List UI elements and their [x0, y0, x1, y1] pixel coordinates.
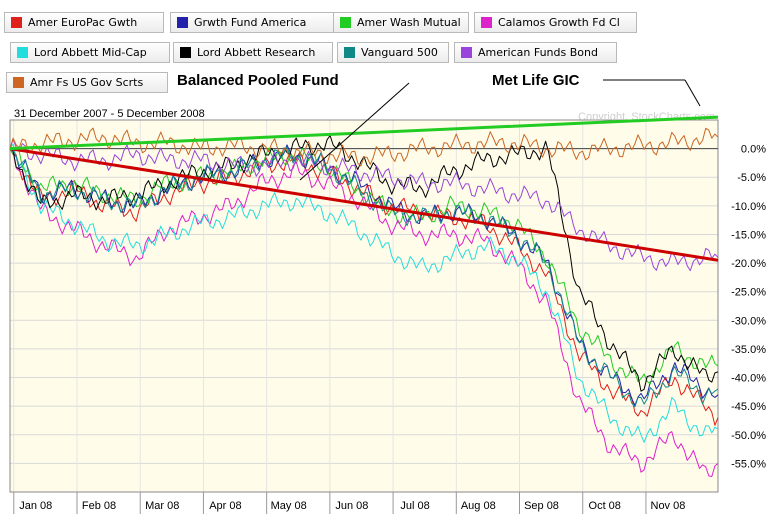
series-line — [9, 148, 719, 477]
series-line — [9, 115, 719, 151]
x-tick-label: Jan 08 — [19, 500, 52, 512]
y-tick-label: -10.0% — [731, 201, 766, 213]
x-tick-label: Nov 08 — [651, 500, 686, 512]
legend-swatch — [177, 17, 188, 28]
legend-item[interactable]: American Funds Bond — [454, 42, 617, 63]
series-line — [9, 147, 719, 262]
series-line — [9, 135, 719, 392]
x-tick-label: Feb 08 — [82, 500, 116, 512]
y-axis-ticks: 0.0% -5.0% -10.0% -15.0% -20.0% -25.0% -30.0% -… — [731, 144, 766, 471]
x-tick-label: Oct 08 — [589, 500, 621, 512]
x-tick-label: Apr 08 — [209, 500, 241, 512]
legend-item[interactable]: Calamos Growth Fd Cl — [474, 12, 637, 33]
y-tick-label: -45.0% — [731, 401, 766, 413]
series-line — [9, 146, 719, 408]
y-tick-label: -5.0% — [737, 172, 766, 184]
x-tick-label: Jun 08 — [335, 500, 368, 512]
legend-label: Vanguard 500 — [361, 46, 438, 59]
legend-item[interactable]: Amer EuroPac Gwth — [4, 12, 164, 33]
legend-item[interactable]: Lord Abbett Research — [173, 42, 333, 63]
legend-label: Amer EuroPac Gwth — [28, 16, 138, 29]
legend-item[interactable]: Lord Abbett Mid-Cap — [10, 42, 170, 63]
legend-swatch — [481, 17, 492, 28]
x-tick-label: Mar 08 — [145, 500, 179, 512]
legend-swatch — [180, 47, 191, 58]
series-group — [9, 115, 719, 477]
legend-item[interactable]: Vanguard 500 — [337, 42, 449, 63]
x-tick-label: Aug 08 — [461, 500, 496, 512]
annotation-met-life-gic: Met Life GIC — [492, 72, 580, 89]
legend-swatch — [344, 47, 355, 58]
y-tick-label: -40.0% — [731, 373, 766, 385]
legend-label: Grwth Fund America — [194, 16, 307, 29]
y-tick-label: -15.0% — [731, 229, 766, 241]
ann-balanced-leader — [299, 82, 410, 181]
annotation-balanced-pooled-fund: Balanced Pooled Fund — [177, 72, 339, 89]
x-axis-ticks: Jan 08 Feb 08 Mar 08 Apr 08 May 08 Jun 08 Jul … — [13, 492, 686, 514]
legend-item[interactable]: Grwth Fund America — [170, 12, 340, 33]
legend-swatch — [461, 47, 472, 58]
legend-label: Calamos Growth Fd Cl — [498, 16, 620, 29]
y-tick-label: 0.0% — [741, 144, 766, 156]
legend-swatch — [17, 47, 28, 58]
legend-swatch — [11, 17, 22, 28]
x-grid-lines — [13, 120, 647, 492]
x-tick-label: Sep 08 — [524, 500, 559, 512]
legend-label: Lord Abbett Research — [197, 46, 316, 59]
y-tick-label: -55.0% — [731, 458, 766, 470]
series-line — [9, 148, 719, 426]
legend-label: Amer Wash Mutual — [357, 16, 461, 29]
plot-frame — [9, 119, 719, 493]
x-tick-label: Jul 08 — [400, 500, 429, 512]
date-range: 31 December 2007 - 5 December 2008 — [14, 108, 205, 120]
legend-swatch — [340, 17, 351, 28]
series-line — [9, 138, 719, 272]
x-tick-label: May 08 — [271, 500, 307, 512]
plot-background — [10, 120, 718, 492]
legend: Amer EuroPac Gwth Grwth Fund America Amer … — [0, 0, 773, 100]
y-tick-label: -20.0% — [731, 258, 766, 270]
legend-item[interactable]: Amer Wash Mutual — [333, 12, 469, 33]
y-tick-label: -30.0% — [731, 315, 766, 327]
series-line — [9, 127, 719, 167]
y-tick-label: -50.0% — [731, 430, 766, 442]
legend-swatch — [13, 77, 24, 88]
legend-item[interactable]: Amr Fs US Gov Scrts — [6, 72, 168, 93]
y-tick-label: -25.0% — [731, 287, 766, 299]
y-tick-label: -35.0% — [731, 344, 766, 356]
legend-label: American Funds Bond — [478, 46, 598, 59]
header-strip — [0, 100, 773, 120]
ann-metlife-leader-2 — [684, 79, 701, 107]
series-line — [9, 143, 719, 443]
legend-label: Amr Fs US Gov Scrts — [30, 76, 144, 89]
legend-label: Lord Abbett Mid-Cap — [34, 46, 147, 59]
